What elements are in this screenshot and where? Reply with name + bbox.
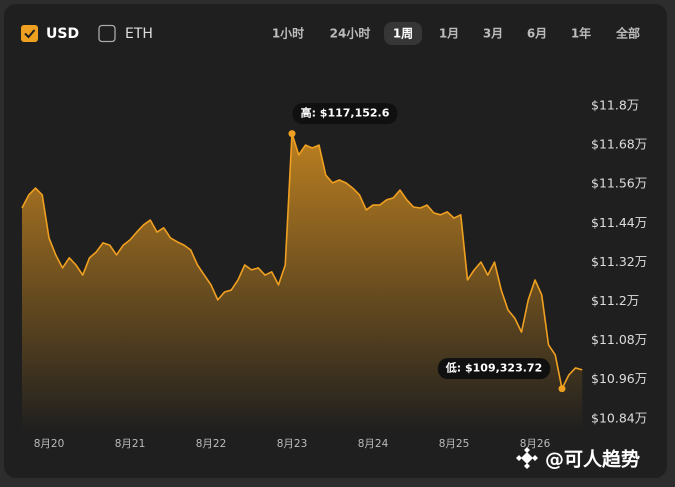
y-tick-label: $10.96万 <box>591 371 647 386</box>
callout-bg <box>292 103 398 125</box>
price-line <box>21 132 583 390</box>
y-tick-label: $11.56万 <box>591 176 647 191</box>
y-tick-label: $11.44万 <box>591 215 647 230</box>
y-tick-label: $11.2万 <box>591 293 639 308</box>
x-tick-label: 8月26 <box>520 438 551 450</box>
y-tick-label: $11.8万 <box>591 98 639 113</box>
checkmark <box>24 29 36 39</box>
toggle-usd[interactable]: USD <box>21 25 79 42</box>
range-button[interactable]: 全部 <box>615 26 640 41</box>
y-tick-label: $11.32万 <box>591 254 647 269</box>
range-button[interactable]: 1年 <box>571 26 591 41</box>
extreme-point <box>288 130 296 138</box>
watermark-logo <box>516 447 538 469</box>
range-button[interactable]: 24小时 <box>330 26 371 41</box>
watermark-text: @可人趋势 <box>545 448 640 471</box>
y-tick-label: $11.68万 <box>591 137 647 152</box>
x-tick-label: 8月20 <box>34 438 65 450</box>
x-tick-label: 8月25 <box>439 438 470 450</box>
checkbox-unchecked[interactable] <box>98 24 116 43</box>
toggle-label[interactable]: ETH <box>125 26 153 42</box>
x-tick-label: 8月23 <box>277 438 308 450</box>
toggle-eth[interactable]: ETH <box>98 24 153 43</box>
callout-label: 高: $117,152.6 <box>301 106 390 120</box>
range-button[interactable]: 1小时 <box>272 26 304 41</box>
x-tick-label: 8月21 <box>115 438 146 450</box>
range-button[interactable]: 6月 <box>527 27 547 41</box>
range-button[interactable]: 1周 <box>393 27 413 41</box>
range-button[interactable]: 3月 <box>483 27 503 41</box>
y-tick-label: $10.84万 <box>591 410 647 425</box>
range-selected-bg <box>384 22 422 45</box>
area-fill <box>22 133 583 432</box>
x-tick-label: 8月22 <box>196 438 227 450</box>
y-tick-label: $11.08万 <box>591 332 647 347</box>
callout-label: 低: $109,323.72 <box>445 361 542 375</box>
callout-bg <box>437 358 551 380</box>
range-button[interactable]: 1月 <box>439 27 459 41</box>
watermark: @可人趋势 <box>516 447 640 471</box>
toggle-label[interactable]: USD <box>46 26 79 42</box>
x-tick-label: 8月24 <box>358 438 389 450</box>
extreme-point <box>558 385 566 393</box>
checkbox-checked[interactable] <box>21 25 38 42</box>
